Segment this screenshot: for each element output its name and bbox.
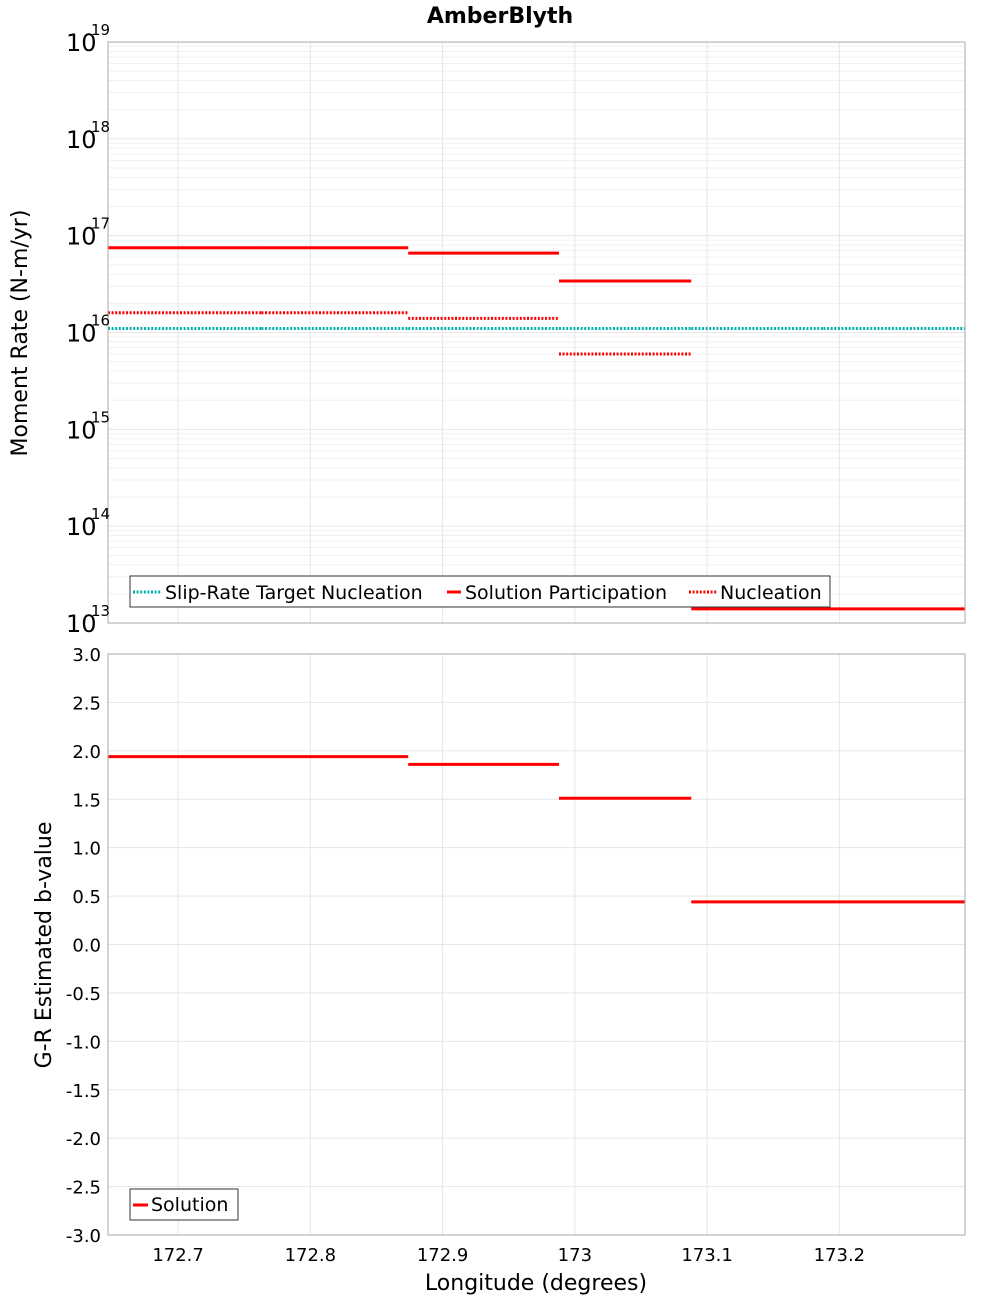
bottom-y-tick-label: -2.5: [66, 1178, 101, 1199]
bottom-y-axis-title: G-R Estimated b-value: [32, 822, 57, 1069]
x-tick-label: 172.7: [152, 1245, 204, 1266]
top-y-tick-base: 10: [66, 610, 97, 638]
top-y-tick-base: 10: [66, 29, 97, 57]
top-y-tick-exponent: 17: [91, 215, 110, 233]
top-legend-label: Nucleation: [720, 582, 822, 604]
bottom-y-tick-label: -1.5: [66, 1081, 101, 1102]
x-tick-label: 173.1: [681, 1245, 733, 1266]
top-plot-frame: [107, 41, 966, 624]
top-y-tick-base: 10: [66, 126, 97, 154]
bottom-plot-grid: [108, 653, 965, 1236]
bottom-y-tick-label: 2.5: [72, 693, 101, 714]
bottom-y-tick-label: -2.0: [66, 1129, 101, 1150]
top-y-tick-exponent: 18: [91, 118, 110, 136]
x-tick-label: 173: [558, 1245, 592, 1266]
bottom-y-tick-label: 1.5: [72, 790, 101, 811]
top-legend-box: [129, 575, 831, 608]
bottom-plot-y-ticks: -3.0 -2.5 -2.0 -1.5 -1.0 -0.5 0.0 0.5 1.0 1.5 2.0 2…: [66, 645, 101, 1247]
top-y-tick-base: 10: [66, 513, 97, 541]
bottom-legend: Solution: [129, 1188, 239, 1221]
x-axis-title: Longitude (degrees): [425, 1271, 647, 1296]
top-legend-label: Solution Participation: [465, 582, 667, 604]
top-plot-grid: [108, 41, 965, 624]
top-y-tick-base: 10: [66, 416, 97, 444]
bottom-y-tick-label: -3.0: [66, 1226, 101, 1247]
top-legend: Slip-Rate Target Nucleation Solution Part…: [129, 575, 831, 608]
top-y-tick-exponent: 19: [91, 21, 110, 39]
bottom-plot: -3.0 -2.5 -2.0 -1.5 -1.0 -0.5 0.0 0.5 1.0 1.5 2.0 2…: [32, 645, 966, 1296]
bottom-y-tick-label: -0.5: [66, 984, 101, 1005]
top-y-tick-exponent: 13: [91, 602, 110, 620]
chart-title: AmberBlyth: [427, 4, 573, 29]
bottom-y-tick-label: -1.0: [66, 1032, 101, 1053]
bottom-y-tick-label: 1.0: [72, 839, 101, 860]
bottom-y-tick-label: 2.0: [72, 742, 101, 763]
x-axis-ticks: 172.7 172.8 172.9 173 173.1 173.2: [152, 1245, 865, 1266]
bottom-y-tick-label: 0.5: [72, 887, 101, 908]
x-tick-label: 172.9: [417, 1245, 469, 1266]
top-y-tick-exponent: 16: [91, 312, 110, 330]
top-legend-label: Slip-Rate Target Nucleation: [165, 582, 423, 604]
bottom-legend-label: Solution: [151, 1194, 228, 1216]
bottom-y-tick-label: 0.0: [72, 936, 101, 957]
bottom-plot-frame: [107, 653, 966, 1236]
top-y-tick-exponent: 15: [91, 408, 110, 426]
top-y-tick-base: 10: [66, 223, 97, 251]
top-y-tick-base: 10: [66, 320, 97, 348]
x-tick-label: 172.8: [285, 1245, 337, 1266]
bottom-plot-series: [108, 755, 965, 904]
top-y-tick-exponent: 14: [91, 505, 110, 523]
top-y-axis-title: Moment Rate (N-m/yr): [8, 210, 33, 457]
top-plot-series: [108, 246, 965, 611]
bottom-y-tick-label: 3.0: [72, 645, 101, 666]
x-tick-label: 173.2: [814, 1245, 866, 1266]
